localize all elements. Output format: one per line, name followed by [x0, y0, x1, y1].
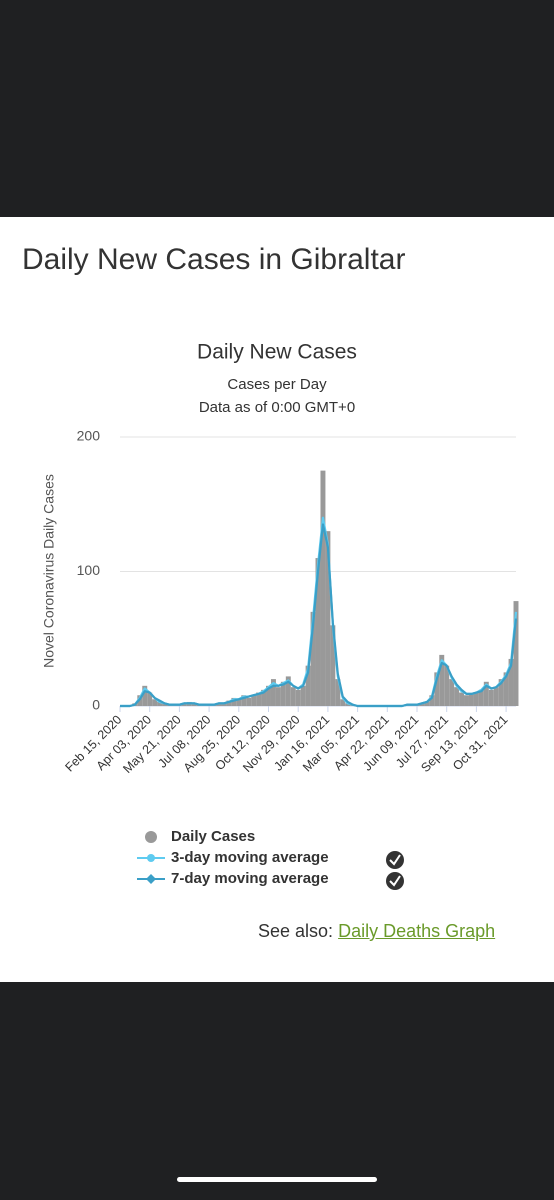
daily-bar	[488, 689, 494, 706]
daily-bar	[295, 689, 301, 706]
daily-bar	[468, 693, 474, 706]
daily-bar	[315, 558, 321, 706]
daily-bar	[157, 701, 163, 706]
daily-bar	[251, 695, 257, 706]
daily-bar	[513, 601, 519, 706]
home-indicator	[177, 1177, 377, 1182]
daily-bar	[424, 701, 430, 706]
daily-bar	[236, 699, 242, 706]
daily-bar	[345, 703, 351, 706]
daily-bar	[270, 679, 276, 706]
chart-subtitle: Data as of 0:00 GMT+0	[199, 399, 355, 416]
legend-symbol	[145, 831, 157, 843]
toggle-circle	[386, 872, 404, 890]
daily-bar	[508, 658, 514, 706]
daily-bar	[280, 681, 286, 706]
moving-average-line	[120, 523, 518, 708]
daily-bar	[162, 703, 168, 706]
legend-label[interactable]: 7-day moving average	[171, 870, 329, 887]
chart-subtitle: Cases per Day	[227, 376, 327, 393]
deaths-link[interactable]: Daily Deaths Graph	[338, 921, 496, 941]
chart-title: Daily New Cases	[197, 341, 357, 364]
daily-bar	[493, 687, 499, 706]
daily-bar	[439, 654, 445, 706]
see-also-label: See also:	[258, 921, 334, 941]
daily-bar	[483, 681, 489, 706]
daily-bar	[231, 697, 237, 706]
daily-bar	[300, 685, 306, 706]
daily-bar	[142, 685, 148, 706]
daily-bar	[246, 697, 252, 706]
legend-toggle[interactable]	[386, 872, 404, 890]
toggle-circle	[386, 851, 404, 869]
daily-bar	[305, 665, 311, 706]
daily-bar	[221, 703, 227, 706]
daily-bar	[216, 703, 222, 706]
daily-bar	[226, 700, 232, 706]
card: Daily New Cases in Gibraltar Daily New C…	[0, 217, 554, 982]
legend-label[interactable]: Daily Cases	[171, 828, 255, 845]
daily-bar	[340, 699, 346, 706]
y-tick-label: 0	[92, 697, 100, 713]
toggle-check	[389, 875, 401, 887]
daily-bar	[290, 687, 296, 706]
daily-bar	[261, 689, 267, 706]
y-axis-label: Novel Coronavirus Daily Cases	[41, 474, 57, 668]
daily-bar	[241, 695, 247, 706]
daily-bar	[285, 676, 291, 706]
page-heading: Daily New Cases in Gibraltar	[22, 243, 406, 276]
daily-bar	[330, 625, 336, 706]
daily-bar	[419, 703, 425, 706]
legend-label[interactable]: 3-day moving average	[171, 849, 329, 866]
daily-bar	[152, 699, 158, 706]
daily-bar	[181, 703, 187, 706]
daily-bar	[320, 470, 326, 706]
daily-bar	[310, 611, 316, 706]
daily-bar	[335, 679, 341, 706]
legend-symbol	[146, 874, 156, 884]
y-tick-label: 200	[77, 428, 101, 444]
daily-bar	[454, 687, 460, 706]
see-also: See also: Daily Deaths Graph	[258, 921, 495, 942]
daily-bar	[325, 531, 331, 706]
daily-bar	[503, 672, 509, 706]
daily-bar	[434, 672, 440, 706]
chart: Daily New Cases Cases per Day Data as of 0…	[41, 341, 519, 890]
legend-toggle[interactable]	[386, 851, 404, 869]
daily-bar	[429, 695, 435, 706]
daily-bar	[478, 689, 484, 706]
daily-bar	[498, 679, 504, 706]
daily-bar	[473, 692, 479, 706]
daily-bar	[449, 679, 455, 706]
daily-bar	[464, 695, 469, 706]
daily-bar	[266, 685, 271, 706]
toggle-check	[389, 854, 401, 866]
daily-bar	[459, 692, 465, 706]
daily-bar	[147, 692, 153, 706]
daily-bar	[256, 692, 262, 706]
daily-bar	[444, 665, 450, 706]
legend-symbol	[147, 854, 155, 862]
y-tick-label: 100	[77, 562, 101, 578]
daily-bar	[275, 687, 281, 706]
daily-bar	[191, 703, 197, 706]
